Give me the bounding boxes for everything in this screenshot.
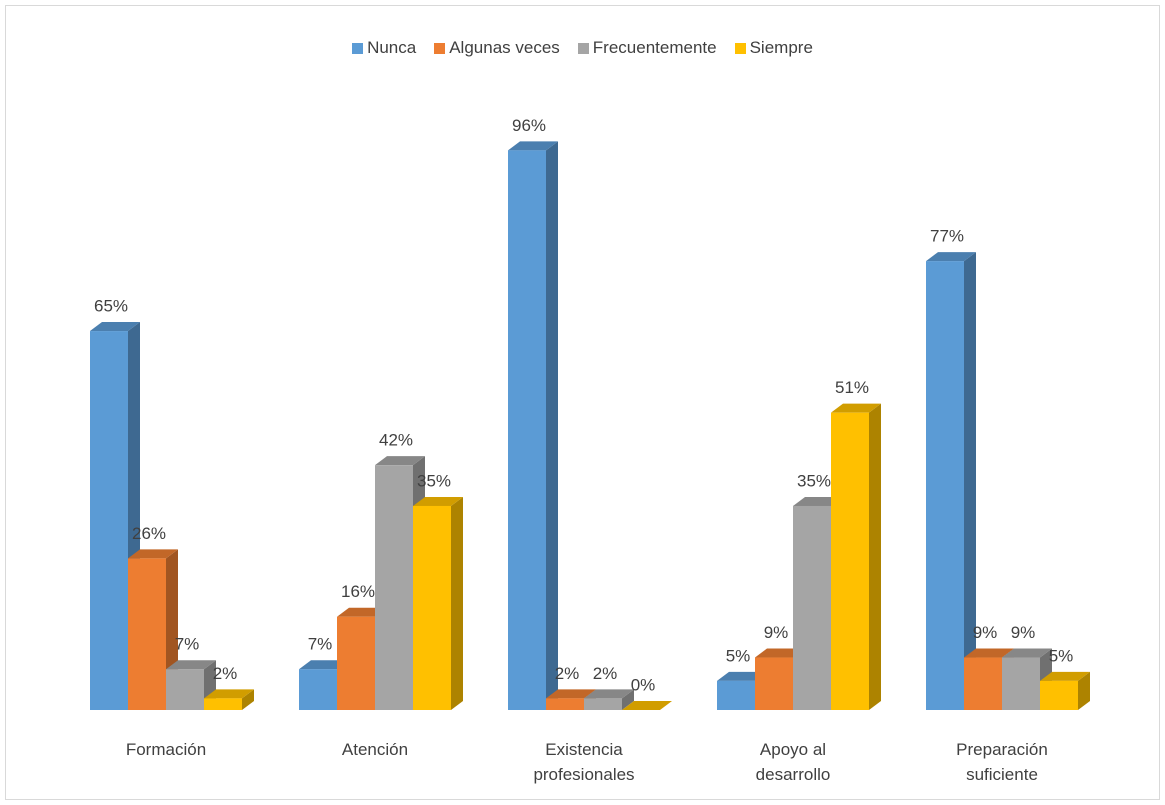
- legend-swatch: [434, 42, 446, 54]
- legend-item: Algunas veces: [434, 38, 560, 58]
- bar-top: [622, 701, 672, 710]
- bar-top: [90, 322, 140, 332]
- x-tick-label: Existencia profesionales: [533, 740, 635, 784]
- bar: [413, 505, 451, 710]
- bar: [1002, 657, 1040, 710]
- legend: Nunca Algunas veces Frecuentemente Siempre: [0, 38, 1165, 58]
- bar-top: [793, 496, 843, 506]
- legend-label: Nunca: [367, 38, 417, 57]
- bar-top: [337, 607, 387, 617]
- bar-top: [755, 648, 805, 658]
- legend-item: Frecuentemente: [577, 38, 717, 58]
- bar-side: [242, 689, 254, 710]
- bar: [90, 331, 128, 710]
- bar-top: [926, 252, 976, 262]
- data-label: 5%: [726, 646, 751, 665]
- legend-item: Nunca: [352, 38, 416, 58]
- data-label: 16%: [341, 582, 375, 601]
- bar-top: [166, 660, 216, 670]
- data-label: 2%: [213, 664, 238, 683]
- bar-top: [299, 660, 349, 670]
- data-label: 7%: [175, 635, 200, 654]
- data-label: 9%: [1011, 623, 1036, 642]
- data-label: 9%: [764, 623, 789, 642]
- data-label: 42%: [379, 431, 413, 450]
- legend-label: Algunas veces: [449, 38, 560, 57]
- bar: [926, 261, 964, 710]
- legend-label: Frecuentemente: [592, 38, 717, 57]
- data-label: 26%: [132, 524, 166, 543]
- data-label: 51%: [835, 378, 869, 397]
- bar-top: [964, 648, 1014, 658]
- data-label: 96%: [512, 116, 546, 135]
- legend-swatch: [577, 42, 589, 54]
- bar: [375, 465, 413, 710]
- data-label: 2%: [555, 664, 580, 683]
- data-label: 77%: [930, 227, 964, 246]
- bar-side: [1078, 671, 1090, 710]
- bar: [299, 669, 337, 710]
- legend-swatch: [352, 42, 364, 54]
- bar-top: [128, 549, 178, 559]
- bar-top: [413, 496, 463, 506]
- bar-top: [546, 689, 596, 699]
- data-label: 35%: [797, 471, 831, 490]
- bar: [166, 669, 204, 710]
- x-tick-label: Preparación suficiente: [956, 740, 1048, 784]
- bar-top: [375, 456, 425, 466]
- bar: [1040, 680, 1078, 710]
- chart-border: [5, 5, 1160, 800]
- legend-item: Siempre: [734, 38, 813, 58]
- bar-side: [451, 496, 463, 710]
- bar: [964, 657, 1002, 710]
- bar-top: [1002, 648, 1052, 658]
- bar: [337, 616, 375, 710]
- bar: [204, 698, 242, 710]
- data-label: 5%: [1049, 646, 1074, 665]
- legend-label: Siempre: [749, 38, 813, 57]
- legend-swatch: [734, 42, 746, 54]
- bar: [508, 150, 546, 710]
- bar: [717, 680, 755, 710]
- bar-top: [1040, 671, 1090, 681]
- x-tick-label: Formación: [125, 740, 207, 759]
- bar: [128, 558, 166, 710]
- bar-top: [584, 689, 634, 699]
- bar-side: [869, 403, 881, 710]
- data-label: 0%: [631, 675, 656, 694]
- bar-top: [204, 689, 254, 699]
- bar-side: [964, 252, 976, 710]
- bar: [584, 698, 622, 710]
- data-label: 9%: [973, 623, 998, 642]
- bar: [831, 412, 869, 710]
- bar: [546, 698, 584, 710]
- data-label: 7%: [308, 635, 333, 654]
- bar: [755, 657, 793, 710]
- bar-top: [508, 141, 558, 151]
- x-tick-label: Apoyo al desarrollo: [755, 740, 831, 784]
- bar-top: [717, 671, 767, 681]
- data-label: 65%: [94, 297, 128, 316]
- bar-side: [546, 141, 558, 710]
- x-tick-label: Atención: [341, 740, 409, 759]
- data-label: 35%: [417, 471, 451, 490]
- bar-side: [622, 689, 634, 710]
- bar: [793, 505, 831, 710]
- bar-top: [831, 403, 881, 413]
- data-label: 2%: [593, 664, 618, 683]
